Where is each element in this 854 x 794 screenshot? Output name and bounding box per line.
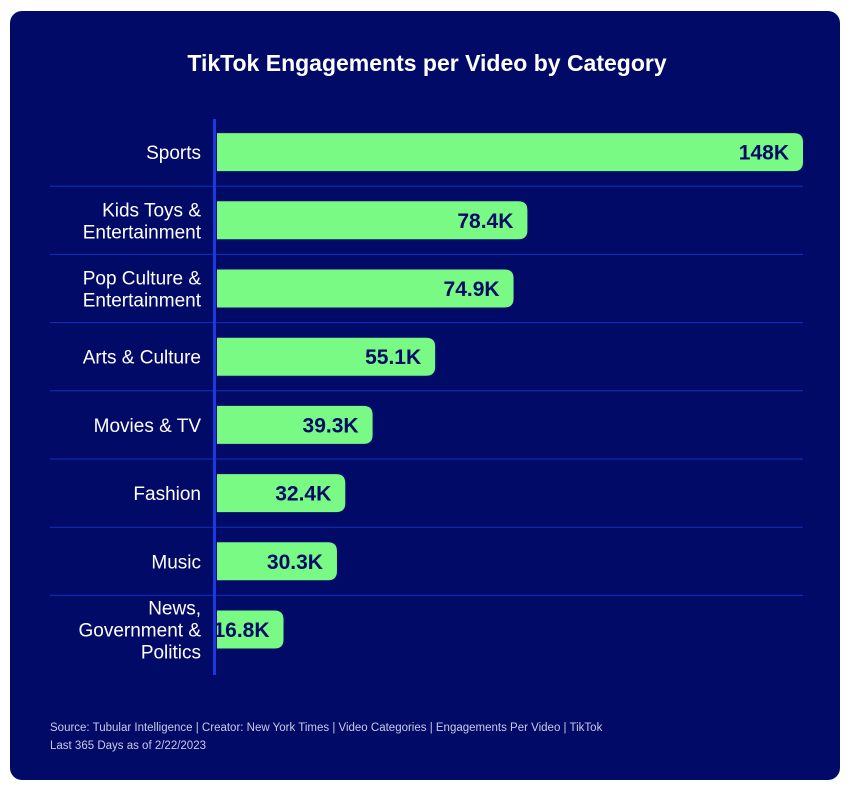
bar-value-label: 32.4K xyxy=(275,483,331,506)
category-label: Kids Toys & Entertainment xyxy=(83,200,202,243)
category-label-line: Arts & Culture xyxy=(83,348,201,369)
category-label: Sports xyxy=(146,143,201,164)
category-label-line: Politics xyxy=(141,643,201,664)
category-label: Pop Culture & Entertainment xyxy=(83,269,202,312)
bar-value-label: 39.3K xyxy=(303,414,359,437)
footer-source: Source: Tubular Intelligence | Creator: … xyxy=(50,722,603,734)
bar xyxy=(217,405,373,444)
category-label-line: Fashion xyxy=(133,484,201,505)
category-label-line: Movies & TV xyxy=(94,416,202,437)
footer-date-range: Last 365 Days as of 2/22/2023 xyxy=(50,740,206,752)
category-label-line: Government & xyxy=(79,621,202,642)
chart-title: TikTok Engagements per Video by Category xyxy=(187,50,667,76)
category-label-line: News, xyxy=(148,599,201,620)
bar xyxy=(217,542,337,581)
bar xyxy=(217,201,528,240)
bar-value-label: 74.9K xyxy=(444,278,500,301)
bar xyxy=(217,133,803,172)
bar-value-label: 78.4K xyxy=(457,210,513,233)
category-label-line: Entertainment xyxy=(83,222,202,243)
category-label: News, Government & Politics xyxy=(79,599,202,664)
bar-value-label: 30.3K xyxy=(267,551,323,574)
category-label: Movies & TV xyxy=(94,416,202,437)
category-label-line: Entertainment xyxy=(83,291,202,312)
category-label-line: Pop Culture & xyxy=(83,269,202,290)
bar-value-label: 16.8K xyxy=(213,619,269,642)
bar xyxy=(217,610,284,649)
bar-value-label: 55.1K xyxy=(365,346,421,369)
bar xyxy=(217,337,436,376)
category-label-line: Sports xyxy=(146,143,201,164)
category-label-line: Music xyxy=(151,552,201,573)
category-label: Arts & Culture xyxy=(83,348,201,369)
category-label: Music xyxy=(151,552,201,573)
bar-value-label: 148K xyxy=(739,142,789,165)
category-label: Fashion xyxy=(133,484,201,505)
bar xyxy=(217,269,514,308)
category-label-line: Kids Toys & xyxy=(102,200,201,221)
bar xyxy=(217,474,346,513)
